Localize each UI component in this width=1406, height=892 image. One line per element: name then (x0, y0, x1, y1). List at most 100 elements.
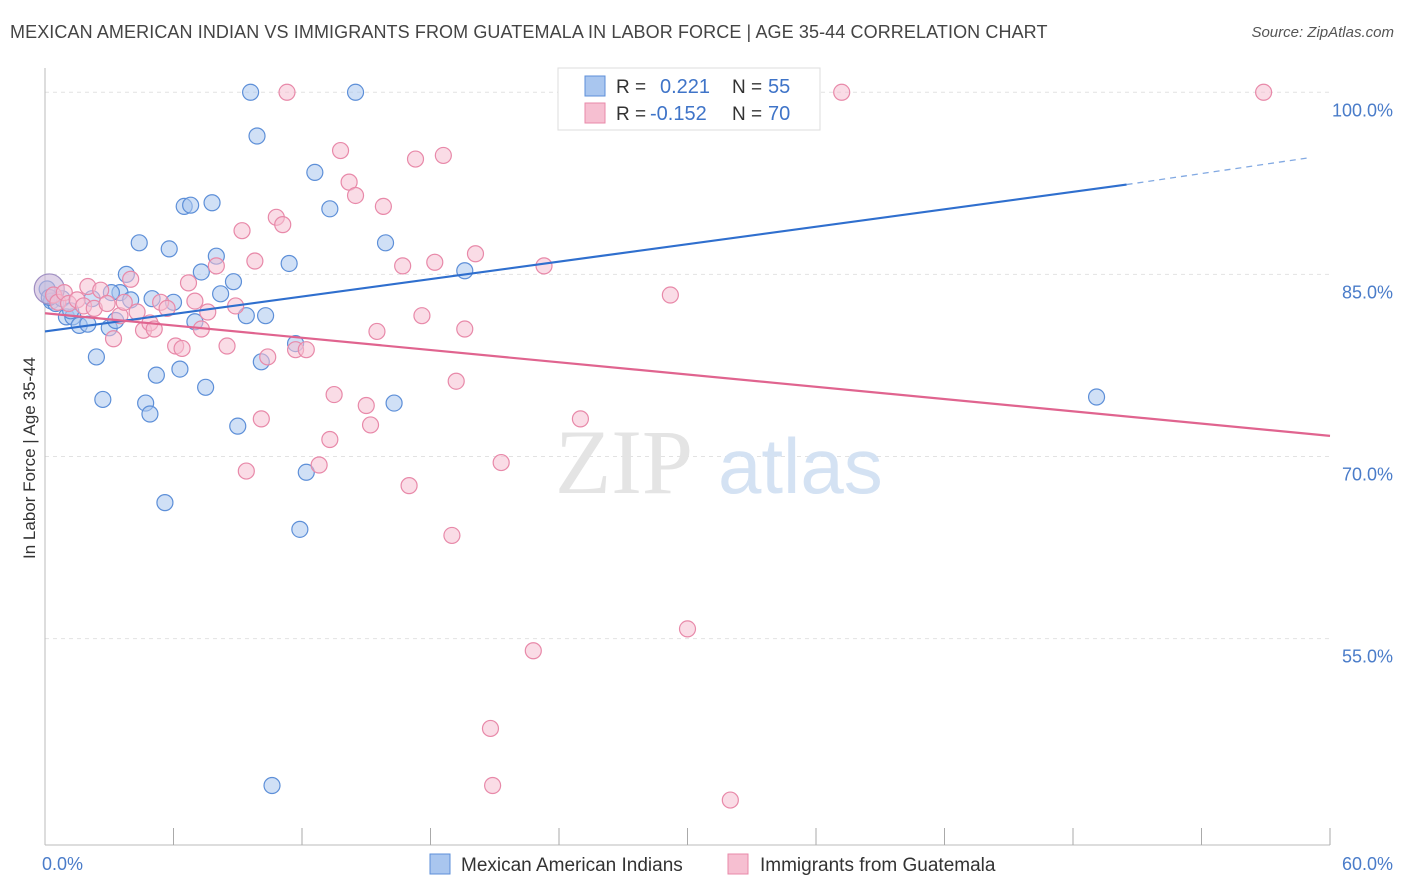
data-point-mexican-american-indians (212, 285, 230, 303)
data-point-mexican-american-indians (376, 234, 395, 252)
data-point-immigrants-from-guatemala (173, 339, 191, 358)
stats-legend: R = 0.221 N = 55 R = -0.152 N = 70 (557, 67, 821, 131)
data-point-immigrants-from-guatemala (524, 642, 542, 660)
trend-lines (44, 157, 1331, 437)
data-point-mexican-american-indians (256, 307, 275, 325)
legend-r-label-blue: R = (616, 77, 646, 98)
data-point-immigrants-from-guatemala (207, 257, 225, 275)
data-point-mexican-american-indians (291, 520, 309, 538)
data-point-immigrants-from-guatemala (466, 245, 485, 263)
data-point-mexican-american-indians (171, 360, 189, 378)
y-tick-label: 70.0% (1342, 465, 1393, 485)
data-point-immigrants-from-guatemala (122, 270, 140, 288)
data-point-mexican-american-indians (280, 254, 298, 273)
legend-n-label-pink: N = (732, 104, 762, 125)
data-point-immigrants-from-guatemala (104, 330, 123, 348)
data-point-immigrants-from-guatemala (98, 294, 116, 313)
legend-n-label-blue: N = (732, 77, 762, 98)
data-point-immigrants-from-guatemala (218, 337, 236, 355)
series-immigrants-from-guatemala (44, 83, 1273, 809)
data-point-immigrants-from-guatemala (199, 303, 217, 321)
data-point-immigrants-from-guatemala (535, 257, 553, 275)
data-point-immigrants-from-guatemala (252, 410, 270, 428)
data-point-immigrants-from-guatemala (233, 222, 251, 240)
data-point-immigrants-from-guatemala (158, 299, 176, 317)
data-point-mexican-american-indians (197, 378, 215, 396)
legend-swatch-mexican-american-indians (429, 853, 451, 875)
x-ticks (173, 828, 1331, 845)
chart-title: MEXICAN AMERICAN INDIAN VS IMMIGRANTS FR… (10, 22, 1048, 42)
data-point-immigrants-from-guatemala (484, 776, 502, 795)
y-tick-labels: 100.0% 85.0% 70.0% 55.0% (1332, 100, 1393, 666)
data-point-immigrants-from-guatemala (481, 719, 500, 738)
legend-label-mexican-american-indians: Mexican American Indians (461, 855, 683, 876)
data-point-mexican-american-indians (229, 417, 247, 435)
data-point-mexican-american-indians (94, 390, 112, 409)
data-point-immigrants-from-guatemala (678, 620, 697, 638)
data-point-immigrants-from-guatemala (456, 320, 474, 338)
data-point-mexican-american-indians (297, 463, 315, 481)
data-point-mexican-american-indians (160, 240, 178, 258)
data-point-immigrants-from-guatemala (394, 257, 412, 275)
data-point-immigrants-from-guatemala (310, 456, 328, 474)
data-point-immigrants-from-guatemala (492, 453, 510, 472)
x-label-left: 0.0% (42, 854, 83, 874)
data-point-immigrants-from-guatemala (246, 252, 264, 270)
data-point-immigrants-from-guatemala (426, 253, 444, 271)
data-point-mexican-american-indians (456, 262, 474, 280)
data-point-immigrants-from-guatemala (368, 322, 386, 341)
data-point-mexican-american-indians (192, 263, 210, 281)
trend-line-immigrants-from-guatemala (44, 312, 1331, 437)
data-point-immigrants-from-guatemala (406, 150, 425, 168)
data-point-immigrants-from-guatemala (331, 141, 350, 160)
data-point-mexican-american-indians (182, 196, 200, 214)
data-point-immigrants-from-guatemala (321, 430, 339, 449)
legend-r-value-pink: -0.152 (650, 103, 707, 125)
data-point-immigrants-from-guatemala (357, 396, 375, 415)
y-tick-label: 85.0% (1342, 282, 1393, 302)
series-legend: Mexican American Indians Immigrants from… (429, 853, 996, 876)
source-credit: Source: ZipAtlas.com (1251, 24, 1394, 41)
legend-swatch-blue (584, 75, 606, 97)
data-point-mexican-american-indians (130, 234, 148, 252)
data-point-immigrants-from-guatemala (237, 462, 255, 480)
y-tick-label: 100.0% (1332, 100, 1393, 120)
data-point-immigrants-from-guatemala (413, 307, 431, 325)
data-point-immigrants-from-guatemala (447, 372, 465, 390)
data-point-immigrants-from-guatemala (278, 83, 296, 101)
legend-swatch-immigrants-from-guatemala (727, 853, 749, 875)
watermark: ZIP atlas (555, 411, 883, 513)
data-point-immigrants-from-guatemala (443, 526, 461, 545)
legend-n-value-blue: 55 (768, 76, 790, 98)
trend-line-extension (1126, 157, 1309, 186)
data-point-mexican-american-indians (141, 405, 159, 423)
data-point-mexican-american-indians (263, 776, 281, 795)
watermark-zip: ZIP (555, 411, 693, 513)
data-point-immigrants-from-guatemala (1255, 83, 1273, 101)
y-axis-label: In Labor Force | Age 35-44 (20, 357, 39, 559)
data-point-immigrants-from-guatemala (661, 286, 679, 304)
data-point-mexican-american-indians (156, 494, 174, 512)
data-point-mexican-american-indians (87, 348, 106, 366)
data-point-immigrants-from-guatemala (571, 410, 590, 428)
data-point-immigrants-from-guatemala (274, 216, 292, 234)
data-point-immigrants-from-guatemala (346, 186, 365, 205)
x-label-right: 60.0% (1342, 854, 1393, 874)
data-point-mexican-american-indians (306, 163, 324, 182)
data-point-immigrants-from-guatemala (361, 416, 380, 434)
data-point-mexican-american-indians (224, 273, 243, 291)
data-point-immigrants-from-guatemala (833, 83, 851, 101)
gridlines (45, 91, 1330, 640)
data-point-mexican-american-indians (203, 194, 221, 212)
data-point-immigrants-from-guatemala (115, 293, 133, 311)
watermark-atlas: atlas (718, 422, 883, 510)
data-point-mexican-american-indians (237, 307, 255, 325)
legend-swatch-pink (584, 102, 606, 124)
data-point-immigrants-from-guatemala (400, 477, 418, 495)
data-point-mexican-american-indians (147, 366, 165, 384)
legend-r-label-pink: R = (616, 104, 646, 125)
trend-line-mexican-american-indians (44, 183, 1127, 333)
data-point-immigrants-from-guatemala (434, 146, 452, 165)
data-point-mexican-american-indians (346, 83, 365, 101)
